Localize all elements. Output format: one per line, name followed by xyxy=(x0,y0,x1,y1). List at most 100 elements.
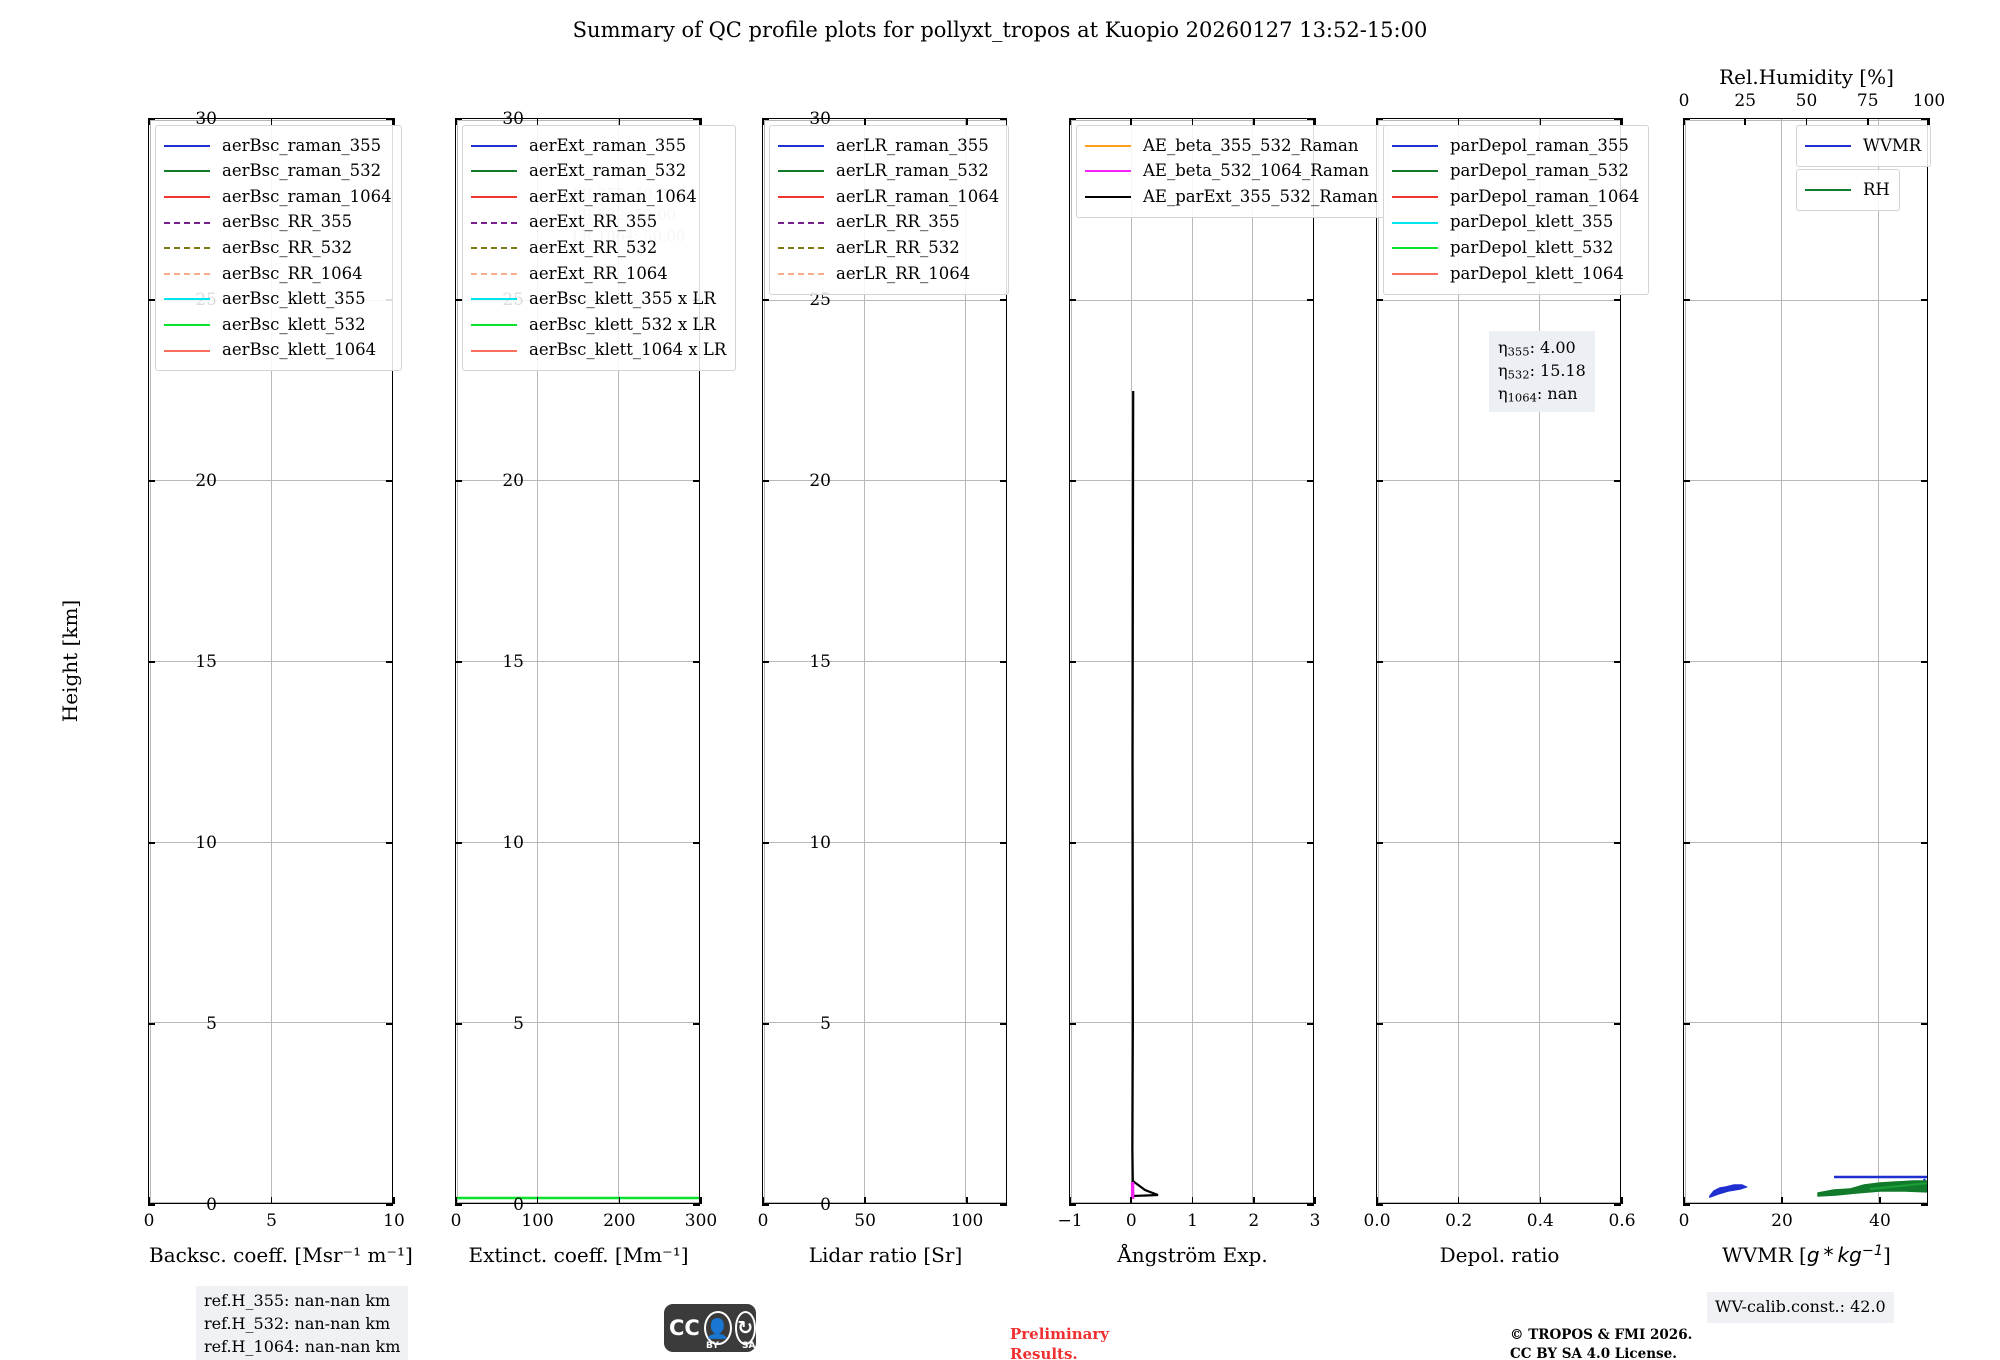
eta-532-symbol: η xyxy=(1498,360,1508,380)
ref-height-355: ref.H_355: nan-nan km xyxy=(204,1291,391,1310)
legend-depol-ratio: parDepol_raman_355 parDepol_raman_532 parD… xyxy=(1383,125,1650,295)
wv-calib-box: WV-calib.const.: 42.0 xyxy=(1707,1292,1894,1323)
y-tick-mark xyxy=(1307,661,1314,663)
preliminary-line-2: Results. xyxy=(1010,1345,1078,1360)
cc-icon: CC xyxy=(669,1316,700,1340)
legend-item: aerBsc_RR_355 xyxy=(164,210,392,236)
x-tick-mark-top xyxy=(1314,118,1316,125)
y-tick-mark xyxy=(762,661,769,663)
legend-item: aerBsc_raman_532 xyxy=(164,159,392,185)
x-tick-mark xyxy=(1130,1197,1133,1204)
legend-item: aerLR_RR_355 xyxy=(778,210,999,236)
x-tick-mark-top xyxy=(1069,118,1071,125)
y-tick-mark xyxy=(1000,1023,1007,1025)
y-tick-mark xyxy=(1614,118,1621,120)
x-tick-label: 100 xyxy=(950,1211,984,1231)
eta-1064-symbol: η xyxy=(1498,383,1508,403)
y-tick-mark xyxy=(693,118,700,120)
y-tick-label: 5 xyxy=(206,1014,217,1034)
y-tick-mark xyxy=(693,842,700,844)
legend-swatch-line-icon xyxy=(778,272,824,275)
ref-heights-box: ref.H_355: nan-nan km ref.H_532: nan-nan… xyxy=(196,1286,409,1360)
legend-item: parDepol_raman_355 xyxy=(1392,133,1639,159)
legend-label: aerBsc_raman_532 xyxy=(222,161,382,181)
x-axis-title: WVMR [g * kg−1] xyxy=(1722,1243,1891,1268)
x-tick-mark-top xyxy=(1539,118,1542,125)
legend-swatch-line-icon xyxy=(164,195,210,198)
panel-wvmr-plotarea xyxy=(1684,119,1927,1203)
y-tick-mark xyxy=(693,1023,700,1025)
y-tick-mark xyxy=(1000,299,1007,301)
x-tick-mark xyxy=(536,1197,539,1204)
eta-355-symbol: η xyxy=(1498,338,1508,357)
y-tick-label: 30 xyxy=(809,109,831,129)
legend-label: parDepol_klett_532 xyxy=(1450,237,1614,257)
legend-item: aerExt_RR_532 xyxy=(471,235,726,261)
cc-by-label: BY xyxy=(706,1341,719,1351)
x-tick-label: 0 xyxy=(450,1211,462,1231)
x-tick-label: 0 xyxy=(1678,1211,1690,1231)
y-tick-label: 30 xyxy=(195,109,217,129)
legend-item: parDepol_klett_1064 xyxy=(1392,261,1639,287)
cc-license-badge[interactable]: CC 👤 ↻ BY SA xyxy=(664,1304,756,1352)
legend-swatch-line-icon xyxy=(1085,195,1131,198)
legend-label: RH xyxy=(1863,179,1890,199)
y-tick-mark xyxy=(1000,842,1007,844)
ref-height-1064: ref.H_1064: nan-nan km xyxy=(204,1336,401,1356)
eta-1064-value: : nan xyxy=(1536,383,1578,403)
legend-swatch-line-icon xyxy=(471,298,517,301)
x-axis-title: Lidar ratio [Sr] xyxy=(808,1243,963,1267)
legend-item: aerLR_raman_355 xyxy=(778,133,999,159)
x-tick-mark xyxy=(148,1197,150,1204)
legend-swatch-line-icon xyxy=(778,195,824,198)
y-tick-mark xyxy=(386,661,393,663)
x-tick-mark xyxy=(1621,1197,1623,1204)
y-tick-mark xyxy=(1683,842,1690,844)
y-tick-mark xyxy=(1614,299,1621,301)
legend-label: aerLR_raman_1064 xyxy=(836,186,1000,206)
y-tick-mark xyxy=(386,1204,393,1206)
cc-by-icon: 👤 xyxy=(703,1311,732,1345)
cc-sa-icon: ↻ xyxy=(734,1311,756,1345)
legend-swatch-line-icon xyxy=(1085,170,1131,173)
legend-item: aerLR_raman_532 xyxy=(778,159,999,185)
x-tick-mark xyxy=(762,1197,764,1204)
legend-swatch-line-icon xyxy=(471,323,517,326)
panel-lidar-ratio: aerLR_raman_355 aerLR_raman_532 aerLR_rama… xyxy=(758,118,1010,1267)
legend-label: aerBsc_klett_355 x LR xyxy=(529,289,716,309)
panel-wvmr-rh: WVMR RH 0 5 10 15 20 25 30 0 20 40 WVMR [g * kg−1]… xyxy=(809,65,1945,1267)
top-x-tick-label: 100 xyxy=(1912,91,1946,111)
legend-label: aerBsc_RR_532 xyxy=(222,237,353,257)
y-tick-mark xyxy=(693,661,700,663)
legend-swatch-line-icon xyxy=(778,221,824,224)
legend-label: parDepol_raman_355 xyxy=(1450,135,1629,155)
x-tick-mark-top xyxy=(1457,118,1460,125)
eta-1064-subscript: 1064 xyxy=(1507,390,1537,405)
legend-label: aerBsc_raman_1064 xyxy=(222,186,392,206)
x-axis-title: Depol. ratio xyxy=(1439,1243,1560,1267)
legend-angstrom: AE_beta_355_532_Raman AE_beta_532_1064_Ra… xyxy=(1076,125,1388,218)
legend-item: aerExt_RR_1064 xyxy=(471,261,726,287)
x-tick-label: 200 xyxy=(603,1211,636,1231)
x-axis-title: Ångström Exp. xyxy=(1117,1243,1268,1267)
y-tick-label: 5 xyxy=(513,1014,524,1034)
eta-annotation: η355: 4.00 η532: 15.18 η1064: nan xyxy=(1489,331,1595,412)
legend-item: parDepol_klett_532 xyxy=(1392,235,1639,261)
top-x-tick-label: 0 xyxy=(1678,91,1690,111)
x-tick-label: 0 xyxy=(1125,1211,1137,1231)
y-tick-label: 10 xyxy=(195,833,217,853)
y-tick-mark xyxy=(455,842,462,844)
legend-item: aerBsc_RR_532 xyxy=(164,235,392,261)
legend-label: aerExt_raman_1064 xyxy=(529,186,697,206)
legend-item: aerLR_RR_532 xyxy=(778,235,999,261)
top-x-tick-mark xyxy=(1866,118,1869,125)
x-tick-mark-top xyxy=(762,118,764,125)
x-tick-mark-top xyxy=(455,118,457,125)
legend-label: aerBsc_RR_355 xyxy=(222,212,353,232)
legend-label: aerBsc_klett_532 x LR xyxy=(529,314,716,334)
y-tick-mark xyxy=(148,480,155,482)
y-tick-mark xyxy=(1000,1204,1007,1206)
legend-item: aerLR_raman_1064 xyxy=(778,184,999,210)
legend-label: aerBsc_RR_1064 xyxy=(222,263,363,283)
